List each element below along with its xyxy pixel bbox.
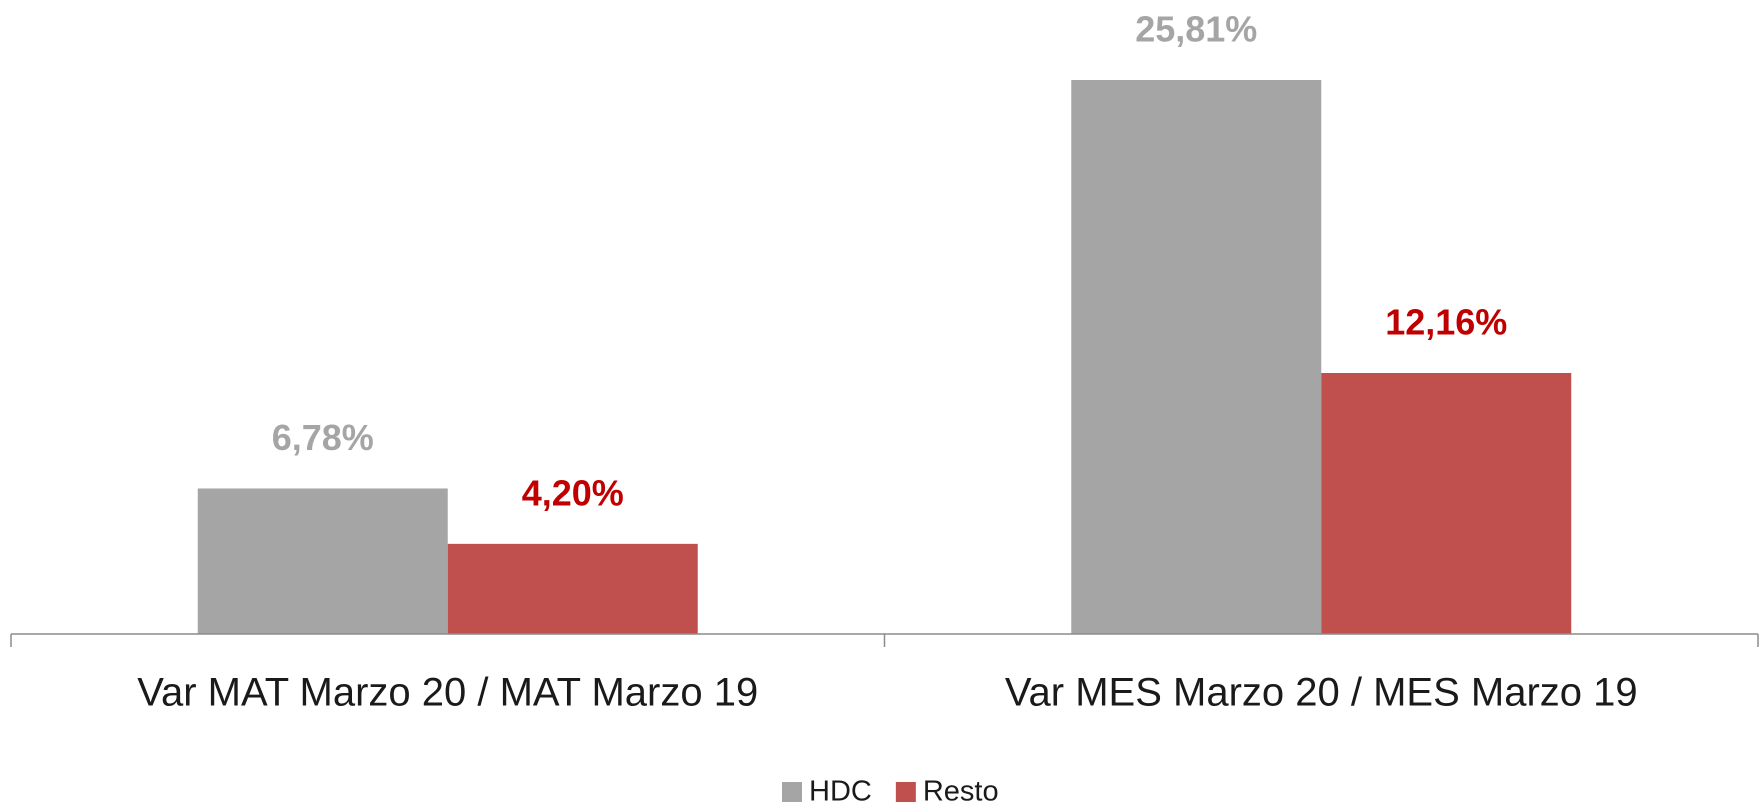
legend-label: HDC — [809, 776, 872, 806]
legend-swatch — [782, 782, 802, 802]
data-label: 25,81% — [1135, 9, 1257, 50]
x-tick-label: Var MES Marzo 20 / MES Marzo 19 — [1005, 671, 1638, 715]
data-label: 12,16% — [1385, 302, 1507, 343]
bar — [1321, 372, 1572, 634]
legend-label: Resto — [923, 776, 999, 806]
bar — [1071, 80, 1322, 635]
bar — [197, 488, 448, 634]
bar — [447, 543, 698, 634]
data-label: 4,20% — [522, 472, 624, 513]
legend-swatch — [895, 782, 916, 802]
data-label: 6,78% — [272, 417, 374, 458]
x-tick-label: Var MAT Marzo 20 / MAT Marzo 19 — [137, 671, 758, 715]
